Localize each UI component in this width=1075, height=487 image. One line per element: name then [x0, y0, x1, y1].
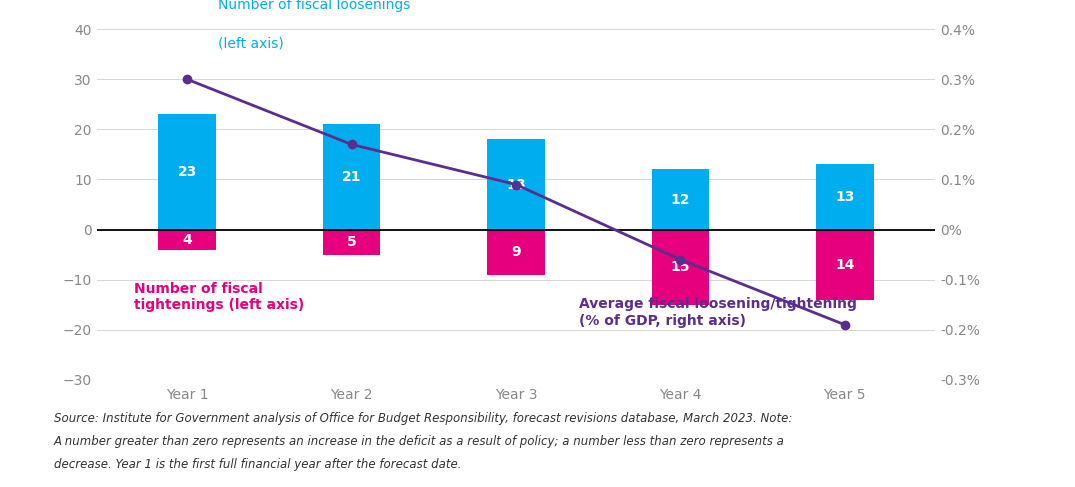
Text: 14: 14 — [835, 258, 855, 272]
Text: 18: 18 — [506, 177, 526, 191]
Text: 15: 15 — [671, 260, 690, 274]
Text: 12: 12 — [671, 192, 690, 206]
Bar — [816, 165, 874, 229]
Text: A number greater than zero represents an increase in the deficit as a result of : A number greater than zero represents an… — [54, 435, 785, 448]
Bar — [651, 229, 710, 305]
Text: 23: 23 — [177, 165, 197, 179]
Text: Average fiscal loosening/tightening
(% of GDP, right axis): Average fiscal loosening/tightening (% o… — [579, 298, 857, 328]
Bar — [158, 114, 216, 229]
Text: 5: 5 — [347, 235, 357, 249]
Text: Number of fiscal
tightenings (left axis): Number of fiscal tightenings (left axis) — [134, 281, 304, 312]
Bar — [487, 229, 545, 275]
Text: 4: 4 — [183, 233, 192, 246]
Text: Number of fiscal loosenings: Number of fiscal loosenings — [218, 0, 411, 12]
Text: decrease. Year 1 is the first full financial year after the forecast date.: decrease. Year 1 is the first full finan… — [54, 458, 461, 471]
Bar — [322, 124, 381, 229]
Text: (left axis): (left axis) — [218, 36, 284, 50]
Bar — [651, 169, 710, 229]
Text: 21: 21 — [342, 170, 361, 184]
Bar — [158, 229, 216, 250]
Bar — [322, 229, 381, 255]
Bar — [816, 229, 874, 300]
Bar — [487, 139, 545, 229]
Text: 9: 9 — [512, 245, 520, 259]
Text: Source: Institute for Government analysis of Office for Budget Responsibility, f: Source: Institute for Government analysi… — [54, 412, 792, 425]
Text: 13: 13 — [835, 190, 855, 204]
